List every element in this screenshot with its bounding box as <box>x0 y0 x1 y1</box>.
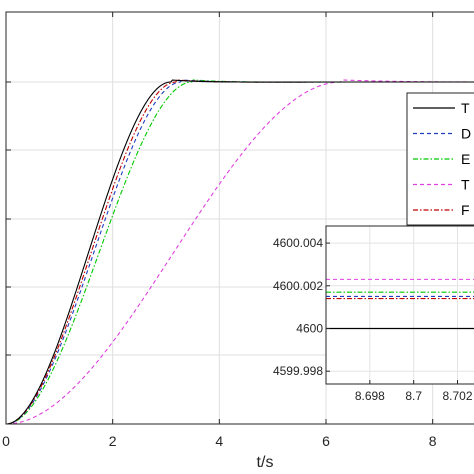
legend-label: T <box>461 177 470 193</box>
inset-x-ticks: 8.698 8.7 8.702 <box>355 380 473 403</box>
x-axis-title: t/s <box>257 454 274 471</box>
inset-y-tick-label: 4600.004 <box>273 236 323 250</box>
series-line-1 <box>5 79 474 425</box>
inset-y-ticks: 4600.004 4600.002 4600 4599.998 <box>273 236 330 378</box>
main-curves <box>5 79 474 425</box>
inset-y-tick-label: 4600 <box>296 321 323 335</box>
inset-x-tick-label: 8.7 <box>405 389 422 403</box>
x-tick-label: 0 <box>2 433 10 449</box>
inset-x-tick-label: 8.698 <box>355 389 385 403</box>
main-axes-frame <box>5 11 474 425</box>
main-x-ticks: 0 2 4 6 8 <box>2 12 437 449</box>
legend-label: T <box>461 100 470 116</box>
x-tick-label: 4 <box>215 433 223 449</box>
x-tick-label: 8 <box>429 433 437 449</box>
inset-y-tick-label: 4600.002 <box>273 279 323 293</box>
x-tick-label: 2 <box>109 433 117 449</box>
x-tick-label: 6 <box>322 433 330 449</box>
inset-lines <box>326 278 474 330</box>
legend-label: D <box>461 126 471 142</box>
inset-background <box>326 226 474 384</box>
legend-label: F <box>461 202 470 218</box>
inset-x-tick-label: 8.702 <box>442 389 472 403</box>
inset-y-tick-label: 4599.998 <box>273 364 323 378</box>
inset-axes: 4600.004 4600.002 4600 4599.998 8.698 8.7 8.7… <box>273 225 474 403</box>
inset-frame <box>325 225 474 385</box>
legend-box <box>406 92 474 226</box>
series-line-4 <box>5 79 474 425</box>
legend-label: E <box>461 151 470 167</box>
